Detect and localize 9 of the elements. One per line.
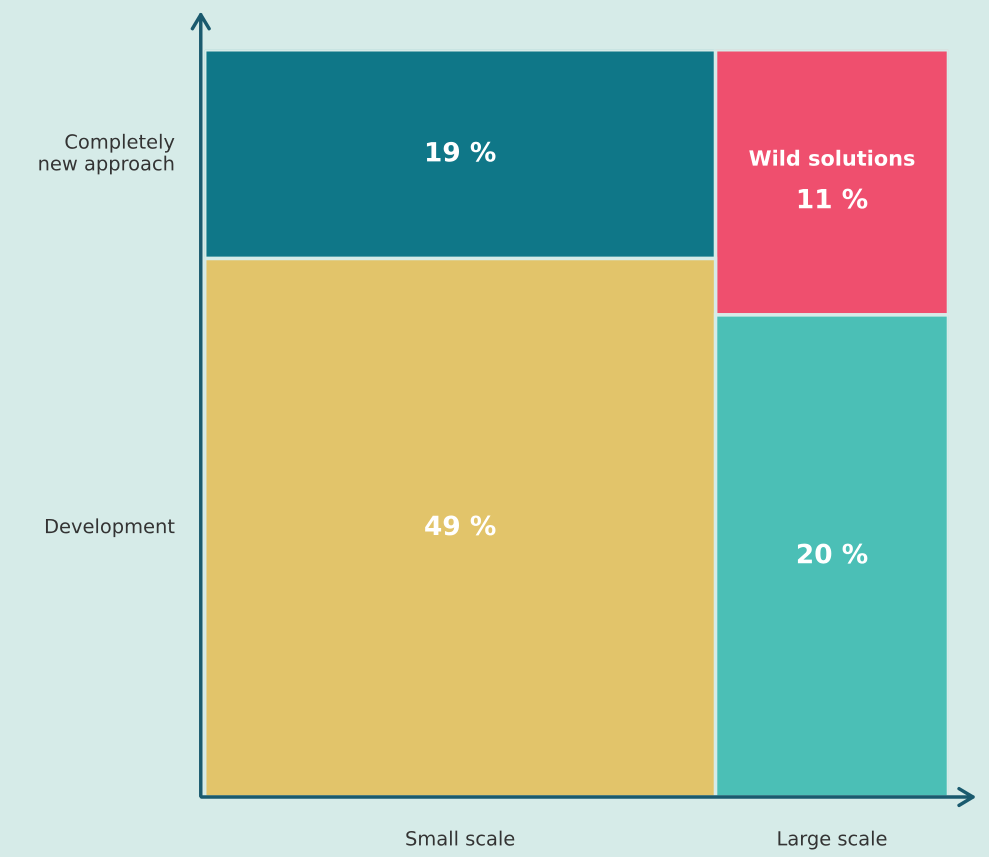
text: Large scale: [778, 830, 886, 850]
text: Small scale: [406, 830, 514, 846]
data-label: 20 %: [798, 544, 868, 564]
text: Completely new approach: [39, 134, 174, 174]
data-label: 11 %: [798, 188, 868, 209]
data-label: 49 %: [425, 515, 496, 536]
text: Development: [46, 518, 175, 538]
category-label: Wild solutions: [749, 150, 914, 166]
data-label: 19 %: [426, 142, 496, 162]
